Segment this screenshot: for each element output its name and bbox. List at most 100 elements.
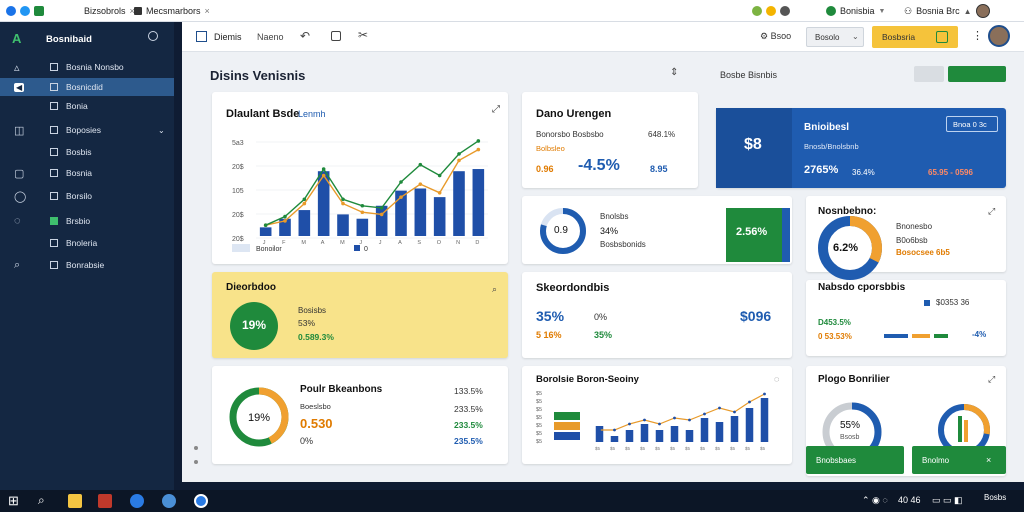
gauge-sub: Bsosb <box>840 434 860 441</box>
bar <box>554 412 580 420</box>
sidebar-item-2[interactable]: ◀ Bosnicdid <box>0 78 174 96</box>
browser-tab-1[interactable]: Bizsobrols × <box>84 3 135 19</box>
browser-icon[interactable] <box>194 494 208 508</box>
data-point <box>733 410 736 414</box>
more-icon[interactable]: ⋮ <box>972 30 983 42</box>
search-icon: ⌕ <box>14 258 21 271</box>
tool-icon[interactable]: ✂ <box>358 28 369 42</box>
data-point <box>658 422 661 426</box>
bar <box>640 424 649 442</box>
series-line <box>265 148 479 226</box>
sidebar-item-10[interactable]: ⌕ Bonrabsie <box>0 256 174 274</box>
select-dropdown[interactable]: Bosolo ⌄ <box>806 27 864 47</box>
expand-icon[interactable]: ⤢ <box>988 374 996 384</box>
sidebar-item-7[interactable]: ◯ Borsilo <box>0 187 174 205</box>
tab-naeno[interactable]: Naeno <box>257 32 284 42</box>
sidebar-item-8[interactable]: ◌ Brsbio <box>0 212 174 230</box>
search-button[interactable]: ⚙ Bsoo <box>760 31 792 41</box>
browser-icon[interactable] <box>162 494 176 508</box>
gamepad-icon: ⚇ <box>904 5 913 16</box>
data-point <box>341 197 345 202</box>
action-button-2[interactable]: Bnolmo × <box>912 446 1006 474</box>
data-point <box>399 195 403 199</box>
sidebar-item-3[interactable]: Bonia <box>0 97 174 115</box>
sidebar-item-5[interactable]: Bosbis <box>0 143 174 161</box>
y-tick-label: 20$ <box>232 212 244 219</box>
tab-diemis[interactable]: Diemis <box>214 32 242 42</box>
collapse-icon[interactable]: ▲ <box>963 6 972 16</box>
stat-value: 0 53.53% <box>818 332 852 341</box>
x-tick-label: $5 <box>670 446 676 451</box>
legend-swatch <box>924 300 930 306</box>
search-icon[interactable]: ⌕ <box>492 284 498 294</box>
sort-icon[interactable]: ⇕ <box>670 67 679 78</box>
data-point <box>763 392 766 396</box>
add-button[interactable] <box>948 66 1006 82</box>
card-title: Plogo Bonrilier <box>818 374 890 385</box>
browser-tab-4[interactable]: ⚇ Bosnia Brc ▲ <box>904 3 972 19</box>
chart-subtitle[interactable]: Lenmh <box>298 109 326 119</box>
green-circle <box>230 302 278 350</box>
bar <box>715 422 724 442</box>
bar <box>317 171 330 236</box>
action-button-1[interactable]: Bnobsbaes <box>806 446 904 474</box>
close-icon: × <box>986 455 992 465</box>
data-point <box>476 139 481 143</box>
browser-tab-2[interactable]: Mecsmarbors × <box>134 3 210 19</box>
legend-label: $0353 36 <box>936 298 970 307</box>
bar <box>375 205 388 236</box>
tab-icon <box>826 6 836 16</box>
close-icon[interactable]: × <box>204 6 210 16</box>
tray-icons-2[interactable]: ▭ ▭ ◧ <box>932 495 963 505</box>
pager-dot[interactable] <box>194 460 198 464</box>
x-tick-label: $5 <box>715 446 721 451</box>
card-button[interactable]: Bnoa 0 3c <box>946 116 998 132</box>
pager-dot[interactable] <box>194 446 198 450</box>
card-title: Nabsdo cporsbbis <box>818 282 906 293</box>
start-icon[interactable]: ⊞ <box>8 493 19 508</box>
tray-icons[interactable]: ⌃ ◉ ◌ <box>862 495 888 505</box>
chevron-down-icon[interactable]: ⌄ <box>158 125 165 135</box>
bar <box>554 432 580 440</box>
data-point <box>688 418 691 422</box>
app-icon[interactable] <box>98 494 112 508</box>
sidebar-item-6[interactable]: ▢ Bosnia <box>0 164 174 182</box>
refresh-icon[interactable]: ◌ <box>774 374 780 384</box>
extension-icon[interactable] <box>780 6 790 16</box>
extension-icon[interactable] <box>752 6 762 16</box>
right-title: Bosbe Bisnbis <box>720 70 778 80</box>
expand-icon[interactable]: ⤢ <box>492 104 500 115</box>
filter-button[interactable] <box>914 66 944 82</box>
stat-value: 35% <box>594 330 613 340</box>
mini-bar <box>884 334 908 338</box>
stat-label: Bnosb/Bnolsbnb <box>804 142 859 151</box>
sidebar-item-9[interactable]: Bnoleria <box>0 234 174 252</box>
undo-icon[interactable]: ↶ <box>300 29 311 43</box>
browser-icon[interactable] <box>130 494 144 508</box>
calendar-icon[interactable] <box>331 31 341 41</box>
settings-icon[interactable] <box>148 31 158 41</box>
chart-card-2: Borolsie Boron-Seoiny ◌ $5 $5 $5 $5 $5 $5 $5 $5… <box>522 366 792 464</box>
legend-label: Bonoilor <box>256 246 282 253</box>
avatar[interactable] <box>976 3 990 19</box>
sidebar-item-4[interactable]: ◫ Boposies ⌄ <box>0 121 174 139</box>
chevron-down-icon[interactable]: ▼ <box>878 7 886 15</box>
cta-button[interactable]: Bosbsria <box>872 26 958 48</box>
legend-swatch <box>354 245 360 251</box>
browser-tab-3[interactable]: Bonisbia ▼ <box>826 3 885 19</box>
sidebar-label: Bosbis <box>66 147 92 157</box>
clock-time[interactable]: Bosbs <box>984 493 1007 502</box>
stat-label: Bolbsleo <box>536 144 565 153</box>
extension-icon[interactable] <box>766 6 776 16</box>
item-icon <box>50 63 58 71</box>
sidebar-item-1[interactable]: ▵ Bosnia Nonsbo <box>0 58 174 76</box>
clock[interactable]: 40 46 <box>898 495 921 505</box>
search-icon[interactable]: ⌕ <box>38 493 45 507</box>
expand-icon[interactable]: ⤢ <box>988 206 996 216</box>
item-icon <box>50 148 58 156</box>
x-tick-label: D <box>475 240 479 246</box>
close-icon[interactable]: × <box>129 6 135 16</box>
user-avatar[interactable] <box>988 25 1010 47</box>
chart-card-1: Dlaulant Bsde Lenmh ⤢ 5a3 20$ 105 20$ 20$ J F M… <box>212 92 508 264</box>
folder-icon[interactable] <box>68 494 82 508</box>
